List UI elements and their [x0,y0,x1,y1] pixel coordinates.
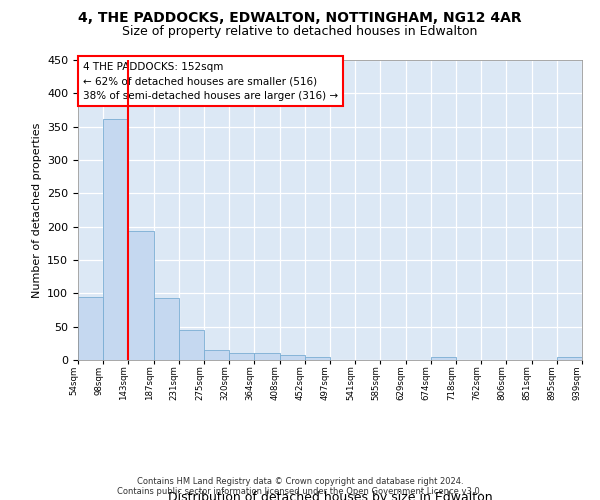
Bar [78,296,103,360]
Bar [305,356,330,360]
Text: Size of property relative to detached houses in Edwalton: Size of property relative to detached ho… [122,25,478,38]
X-axis label: Distribution of detached houses by size in Edwalton: Distribution of detached houses by size … [167,490,493,500]
Bar [128,232,154,360]
Text: 4, THE PADDOCKS, EDWALTON, NOTTINGHAM, NG12 4AR: 4, THE PADDOCKS, EDWALTON, NOTTINGHAM, N… [78,11,522,25]
Bar [204,350,229,360]
Bar [254,354,280,360]
Text: 4 THE PADDOCKS: 152sqm
← 62% of detached houses are smaller (516)
38% of semi-de: 4 THE PADDOCKS: 152sqm ← 62% of detached… [83,62,338,101]
Y-axis label: Number of detached properties: Number of detached properties [32,122,41,298]
Bar [431,356,456,360]
Bar [229,354,254,360]
Bar [280,356,305,360]
Bar [179,330,204,360]
Bar [154,298,179,360]
Bar [103,118,128,360]
Bar [557,356,582,360]
Text: Contains HM Land Registry data © Crown copyright and database right 2024.
Contai: Contains HM Land Registry data © Crown c… [118,476,482,496]
